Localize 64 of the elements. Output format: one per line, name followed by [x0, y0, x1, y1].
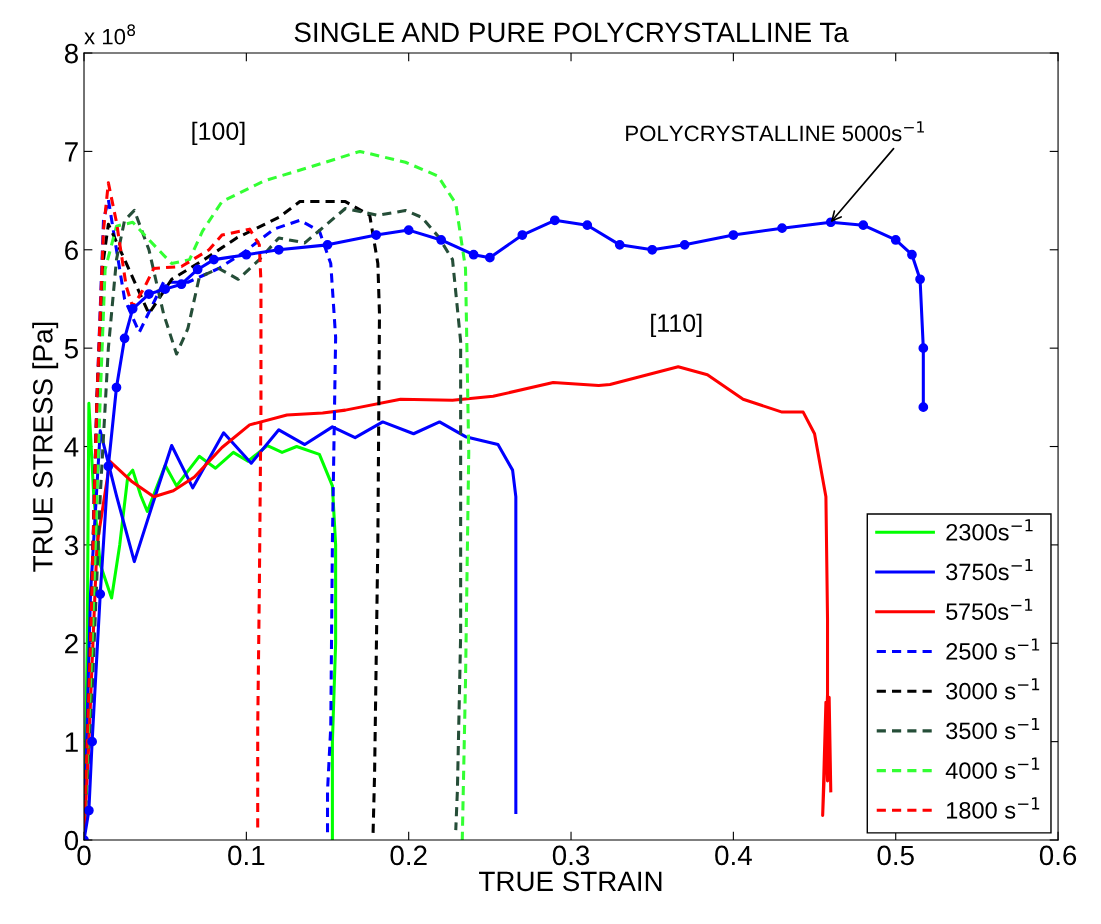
y-tick-label: 8	[64, 43, 78, 64]
legend-label: 2500 s$^{−1}$	[946, 638, 1040, 660]
point	[728, 230, 739, 240]
point	[858, 220, 869, 231]
point	[144, 289, 154, 299]
legend-label: 5750s$^{−1}$	[946, 598, 1033, 621]
point	[176, 279, 187, 290]
legend-label: 3000 s$^{−1}$	[946, 678, 1040, 700]
point	[918, 343, 929, 354]
point	[614, 239, 625, 250]
point	[582, 220, 593, 231]
point	[127, 303, 138, 314]
point	[679, 239, 690, 250]
point	[192, 264, 203, 275]
point	[273, 244, 284, 255]
point	[890, 235, 901, 245]
y-tick-label: 7	[65, 142, 78, 162]
x-tick-label: 0.6	[1039, 845, 1077, 866]
point	[241, 249, 252, 260]
legend-label: 3750s$^{−1}$	[946, 559, 1033, 581]
y-tick-label: 1	[65, 732, 78, 752]
x-tick-label: 0.1	[228, 845, 265, 866]
legend-label: 2300s$^{−1}$	[946, 519, 1033, 541]
point	[103, 461, 114, 472]
point	[647, 244, 658, 255]
x-tick-label: 0.4	[715, 845, 752, 866]
point	[485, 252, 495, 263]
annotation: [110]	[651, 313, 702, 337]
y-tick-label: 0	[64, 830, 79, 851]
annotation: POLYCRYSTALLINE 5000s$^{−1}$	[626, 121, 924, 142]
y-tick-label: 6	[65, 240, 78, 261]
legend-label: 3500 s$^{−1}$	[946, 717, 1040, 740]
x-axis-title: TRUE STRAIN	[479, 871, 662, 892]
y-tick-label: 5	[64, 339, 78, 359]
point	[87, 736, 97, 747]
chart-title: SINGLE AND PURE POLYCRYSTALLINE Ta	[294, 22, 849, 43]
point	[111, 382, 122, 393]
point	[84, 805, 94, 816]
point	[160, 284, 171, 294]
y-tick-label: 3	[64, 535, 78, 556]
point	[322, 239, 333, 250]
point	[918, 402, 929, 413]
point	[907, 249, 917, 260]
x-tick-label: 0.2	[390, 845, 427, 866]
text: x 10$^{8}$	[84, 24, 136, 45]
y-axis-title: TRUE STRESS [Pa]	[32, 322, 59, 572]
x-tick-label: 0.3	[552, 845, 590, 866]
point	[95, 589, 106, 599]
point	[549, 215, 560, 226]
legend-label: 1800 s$^{−1}$	[947, 797, 1040, 819]
point	[436, 235, 447, 245]
point	[209, 254, 219, 265]
x-tick-label: 0.5	[877, 845, 914, 866]
point	[915, 274, 925, 285]
point	[777, 223, 787, 234]
point	[403, 225, 414, 235]
point	[371, 230, 382, 240]
legend-label: 4000 s$^{−1}$	[945, 757, 1040, 779]
annotation: [100]	[192, 121, 245, 145]
point	[517, 230, 528, 240]
y-tick-label: 2	[65, 633, 78, 654]
point	[468, 249, 479, 260]
y-tick-label: 4	[64, 437, 79, 457]
point	[119, 333, 130, 344]
